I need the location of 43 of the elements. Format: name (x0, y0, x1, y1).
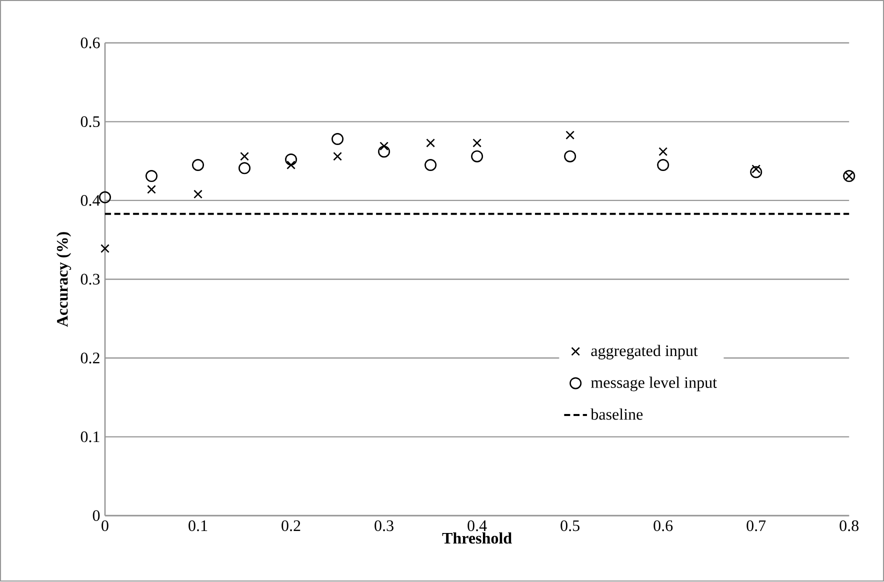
y-tick-label: 0.5 (80, 116, 100, 128)
x-tick-label: 0.8 (840, 520, 858, 532)
legend-label: aggregated input (591, 345, 698, 360)
point (332, 133, 344, 146)
point (145, 170, 158, 182)
legend-label: message level input (590, 376, 717, 392)
point (657, 159, 670, 172)
x-tick-label: 0.4 (468, 520, 487, 532)
x-tick-label: 0.1 (188, 520, 208, 532)
point (286, 160, 296, 170)
point (424, 159, 437, 172)
point (147, 185, 156, 194)
y-tick-label: 0.1 (80, 432, 100, 442)
x-tick-label: 0 (102, 520, 108, 532)
point (100, 244, 110, 254)
point (194, 190, 202, 199)
point (98, 192, 112, 204)
point (426, 138, 435, 148)
point (378, 146, 390, 158)
legend-label: baseline (590, 408, 643, 420)
point (566, 130, 575, 140)
x-tick-label: 0.2 (282, 520, 300, 532)
point (750, 166, 762, 178)
y-tick-label: 0.6 (80, 38, 100, 49)
y-axis-title: Accuracy (%) (56, 232, 72, 328)
point (472, 138, 482, 148)
y-tick-label: 0.4 (80, 195, 100, 206)
point (333, 152, 342, 162)
point (240, 152, 249, 162)
y-tick-label: 0.3 (80, 274, 100, 285)
x-axis-title: Threshold (442, 532, 512, 544)
point (564, 150, 576, 163)
point (238, 162, 251, 174)
y-tick-label: 0.2 (80, 352, 100, 364)
point (658, 147, 668, 156)
point (192, 159, 204, 172)
x-tick-label: 0.5 (560, 520, 580, 532)
x-tick-label: 0.7 (746, 520, 766, 532)
x-tick-label: 0.3 (374, 520, 394, 532)
point (285, 154, 298, 166)
point (471, 150, 484, 163)
x-tick-label: 0.6 (654, 520, 673, 532)
y-tick-label: 0 (92, 510, 100, 522)
